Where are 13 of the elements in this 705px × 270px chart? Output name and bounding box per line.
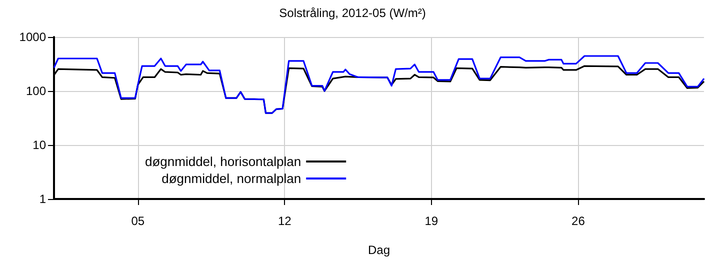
y-tick-label: 1000 <box>19 30 46 44</box>
legend-label: døgnmiddel, normalplan <box>162 171 302 186</box>
chart-title: Solstråling, 2012-05 (W/m²) <box>279 6 426 20</box>
x-tick-label: 19 <box>424 214 438 228</box>
legend-label: døgnmiddel, horisontalplan <box>144 154 302 169</box>
y-tick-label: 100 <box>26 84 46 98</box>
x-tick-label: 12 <box>278 214 292 228</box>
x-axis-title: Dag <box>368 243 390 257</box>
y-tick-label: 1 <box>39 192 46 206</box>
x-tick-label: 05 <box>131 214 145 228</box>
y-tick-label: 10 <box>32 138 46 152</box>
line-series <box>53 55 705 114</box>
x-tick-label: 26 <box>572 214 586 228</box>
